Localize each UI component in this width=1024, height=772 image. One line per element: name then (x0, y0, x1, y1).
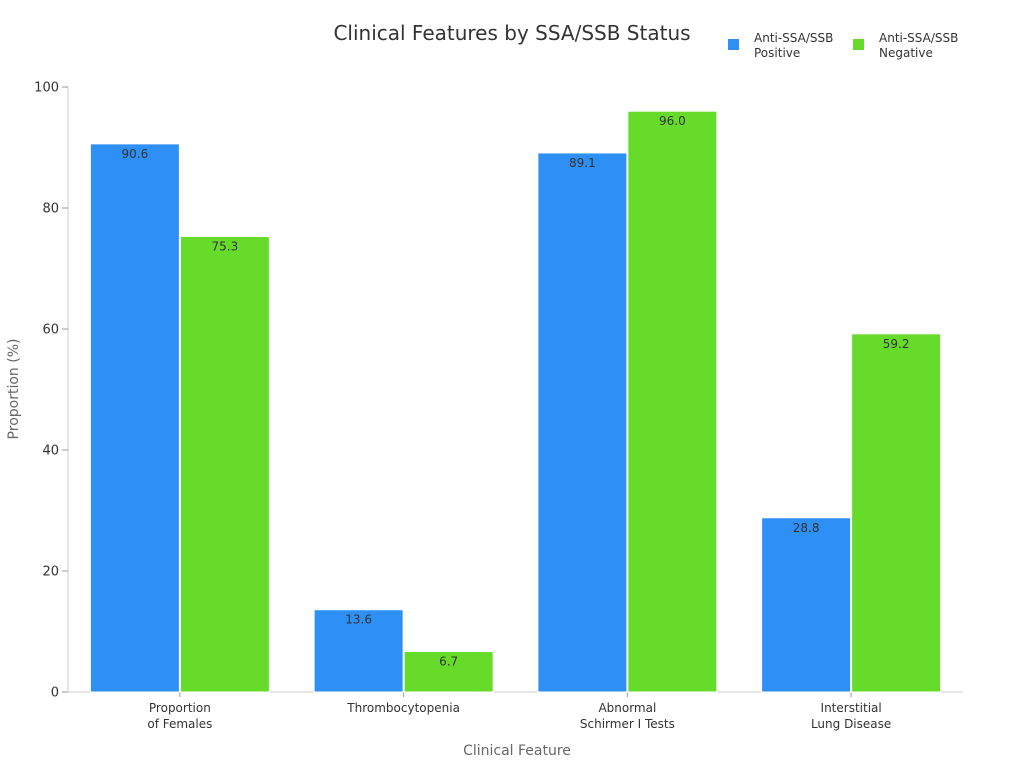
x-tick-label: Abnormal Schirmer I Tests (580, 701, 675, 731)
data-label: 28.8 (793, 521, 820, 535)
bar-negative (627, 110, 718, 693)
legend-label-line: Anti-SSA/SSB (754, 31, 833, 45)
data-label: 90.6 (122, 147, 149, 161)
data-label: 89.1 (569, 156, 596, 170)
bar-negative (851, 333, 942, 693)
x-tick-label-line: Interstitial (821, 701, 882, 715)
y-tick-label: 40 (42, 444, 59, 459)
data-label: 13.6 (345, 613, 372, 627)
legend-label: Anti-SSA/SSB Negative (879, 31, 958, 60)
data-label: 59.2 (883, 337, 910, 351)
y-tick-label: 0 (51, 686, 59, 701)
x-tick-label-line: Thrombocytopenia (346, 701, 460, 715)
plot-area: 0 20 40 60 80 100 Proportion of Females 90.6 75.3… (34, 81, 963, 731)
bar-positive (537, 152, 628, 693)
chart-title: Clinical Features by SSA/SSB Status (333, 21, 690, 45)
x-tick-label: Proportion of Females (147, 701, 212, 731)
x-tick-label-line: Schirmer I Tests (580, 717, 675, 731)
data-label: 6.7 (439, 654, 458, 668)
y-axis-label: Proportion (%) (6, 339, 22, 440)
data-label: 75.3 (212, 239, 239, 253)
x-tick-label-line: Lung Disease (811, 717, 891, 731)
legend-label-line: Negative (879, 46, 933, 60)
y-tick-label: 100 (34, 81, 59, 96)
legend-label-line: Positive (754, 46, 800, 60)
legend-label: Anti-SSA/SSB Positive (754, 31, 833, 60)
y-tick-label: 80 (42, 202, 59, 217)
data-label: 96.0 (659, 114, 686, 128)
bar-negative (179, 235, 270, 693)
legend-label-line: Anti-SSA/SSB (879, 31, 958, 45)
bar-positive (761, 517, 852, 693)
legend-swatch (728, 39, 739, 50)
x-axis-label: Clinical Feature (463, 743, 571, 759)
x-tick-label-line: Proportion (149, 701, 211, 715)
x-tick-label: Thrombocytopenia (346, 701, 460, 715)
legend-swatch (853, 39, 864, 50)
bar-positive (313, 609, 404, 693)
y-tick-label: 60 (42, 323, 59, 338)
y-tick-label: 20 (42, 565, 59, 580)
bar-negative (403, 650, 494, 693)
bar-positive (89, 143, 180, 693)
x-tick-label-line: of Females (147, 717, 212, 731)
x-tick-label-line: Abnormal (598, 701, 656, 715)
x-tick-label: Interstitial Lung Disease (811, 701, 891, 731)
